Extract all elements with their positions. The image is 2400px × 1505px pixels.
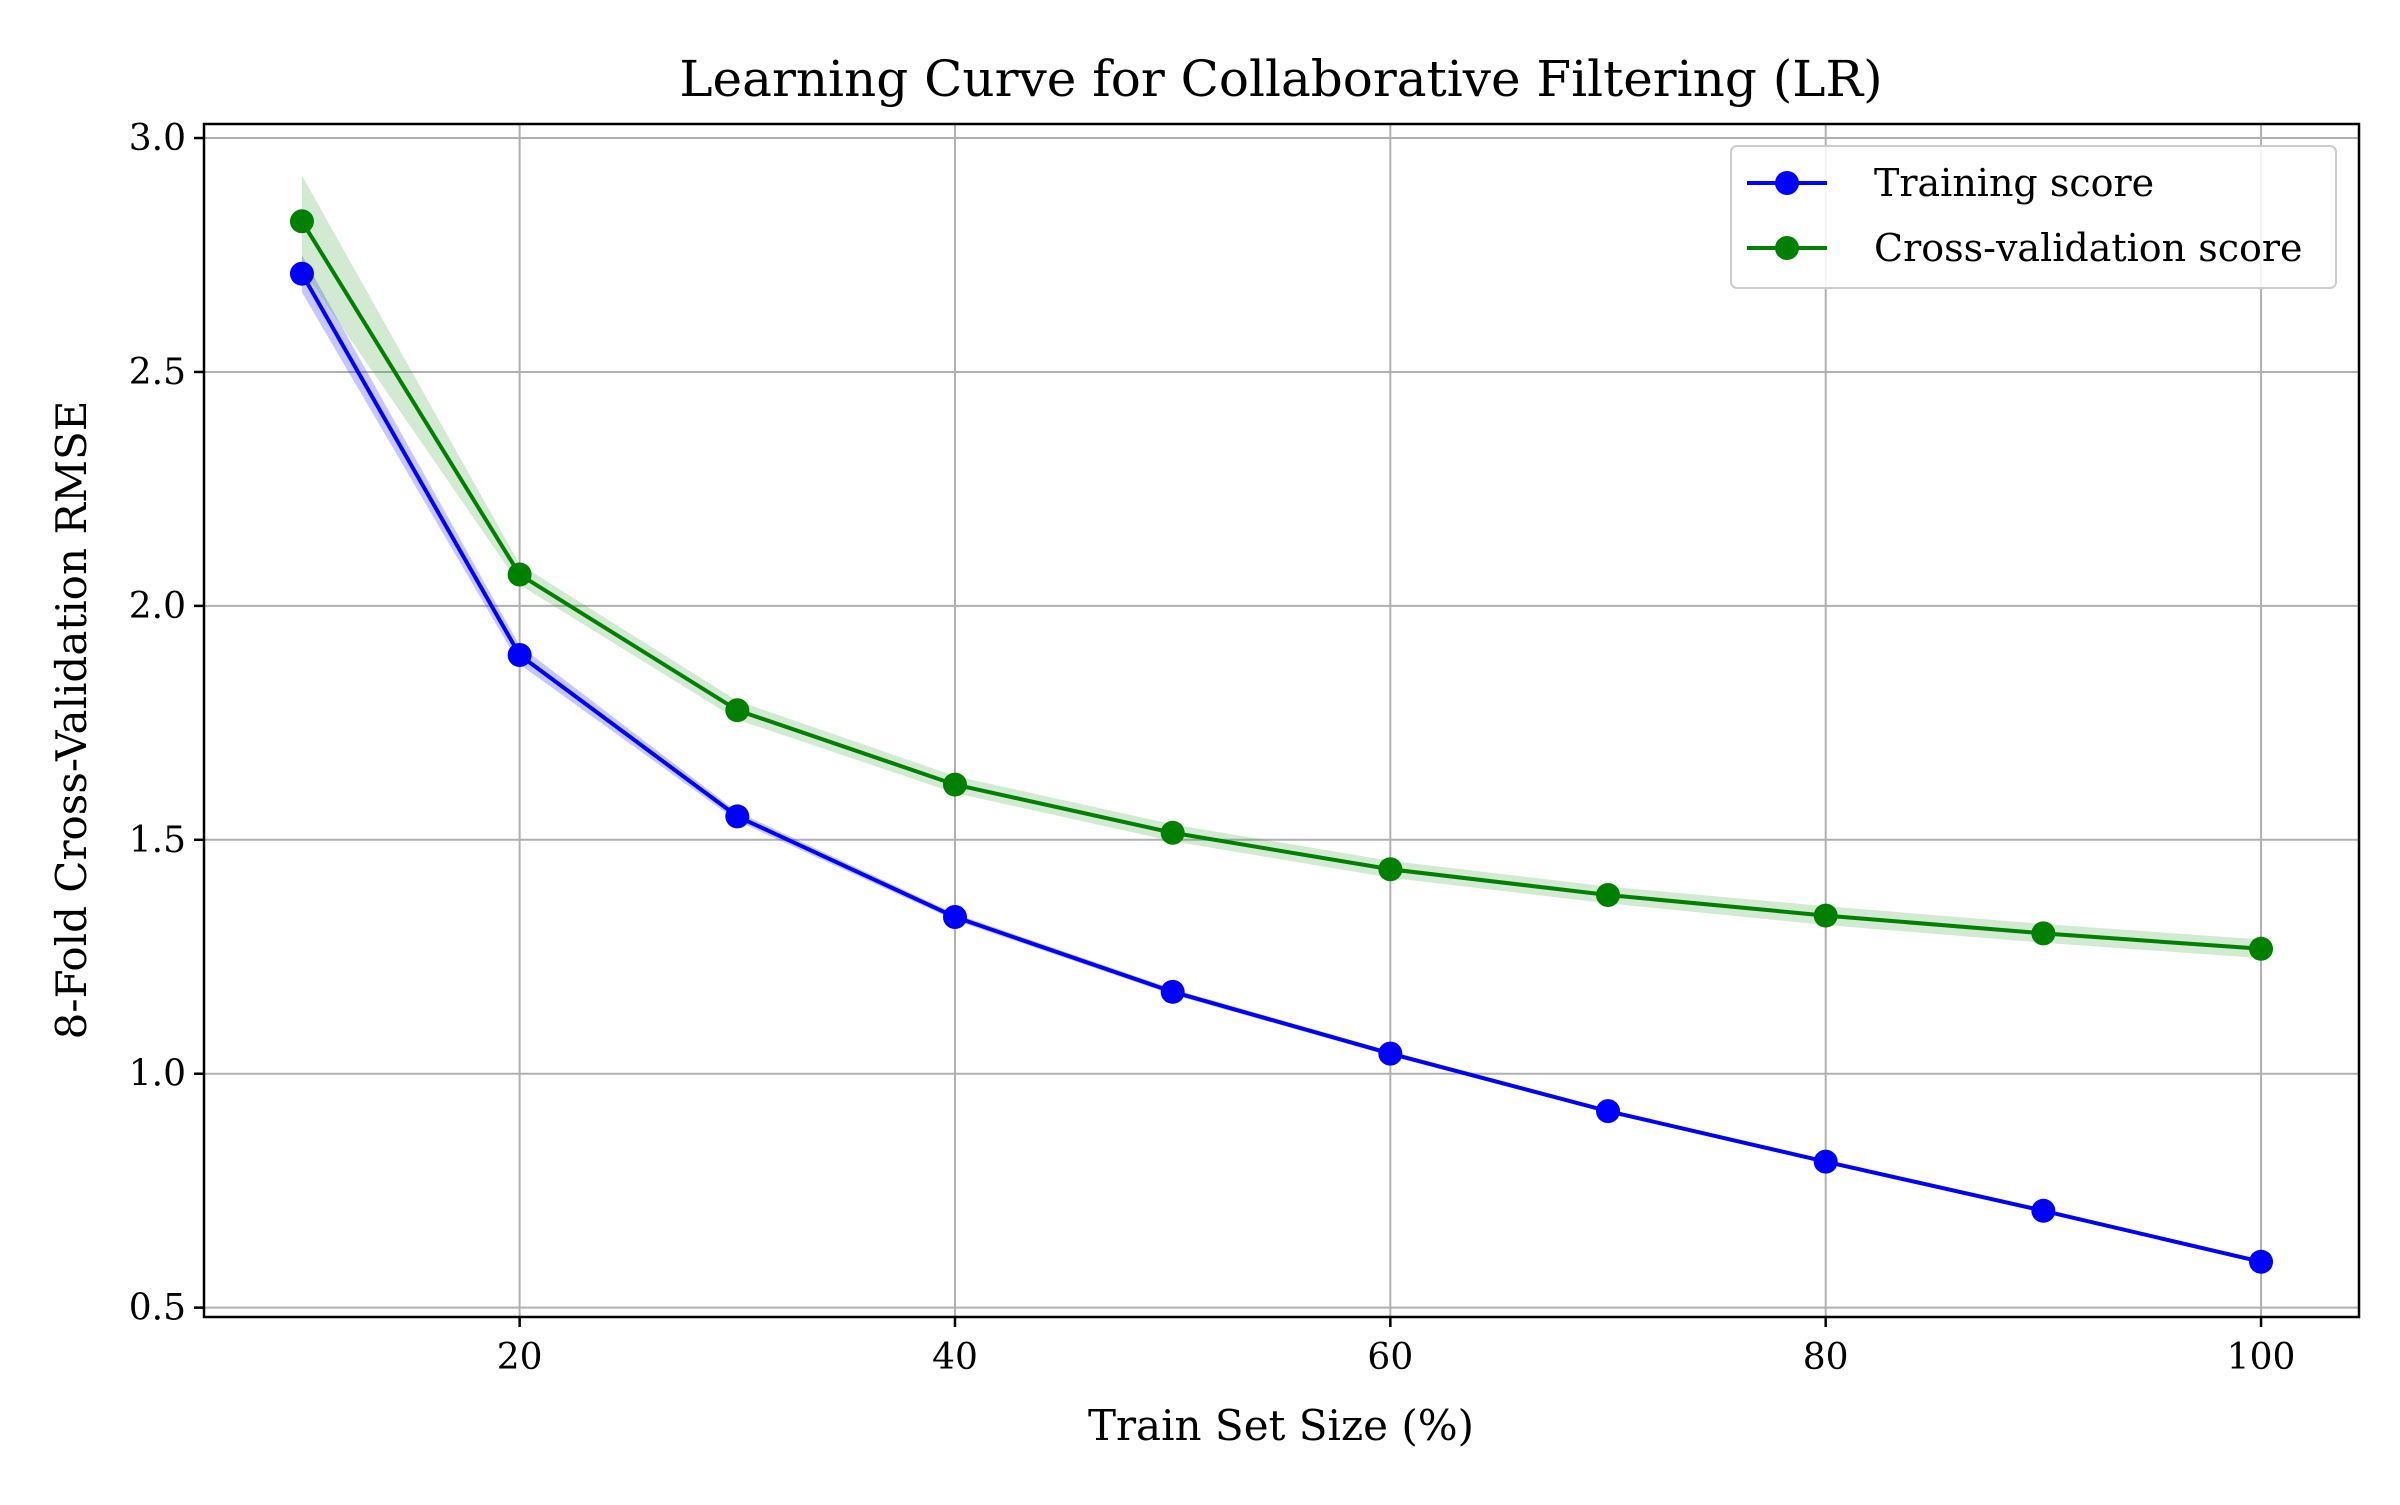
cross-validation-score-point bbox=[507, 562, 532, 587]
y-tick-label: 3.0 bbox=[129, 118, 186, 159]
cross-validation-score-point bbox=[2031, 921, 2056, 946]
training-score-point bbox=[725, 804, 750, 829]
cross-validation-score-point bbox=[1813, 903, 1838, 928]
y-tick-label: 2.5 bbox=[129, 352, 186, 393]
axis-ticks: 20 40 60 80 100 0.5 1.0 1.5 2.0 2.5 3.0 bbox=[129, 118, 2296, 1378]
training-score-point bbox=[942, 904, 967, 929]
plot-area-frame bbox=[202, 122, 2361, 1319]
y-tick-label: 1.5 bbox=[129, 820, 186, 861]
error-bands bbox=[301, 175, 2262, 1264]
cross-validation-score-point bbox=[1596, 883, 1621, 908]
training-score-point bbox=[507, 643, 532, 668]
training-score-point bbox=[1378, 1041, 1403, 1066]
x-tick-label: 100 bbox=[2227, 1337, 2296, 1378]
training-score-point bbox=[289, 261, 314, 286]
training-score-line bbox=[300, 272, 2262, 1264]
training-score-point bbox=[2031, 1198, 2056, 1223]
x-tick-label: 40 bbox=[932, 1337, 978, 1378]
training-score-point bbox=[2249, 1249, 2274, 1274]
series-lines bbox=[300, 220, 2262, 1264]
y-tick-label: 0.5 bbox=[129, 1288, 186, 1329]
cross-validation-score-point bbox=[1378, 857, 1403, 882]
grid bbox=[204, 124, 2359, 1317]
legend-cross-validation-label: Cross-validation score bbox=[1874, 226, 2303, 270]
y-tick-label: 1.0 bbox=[129, 1054, 186, 1095]
legend-training-marker bbox=[1775, 171, 1799, 195]
training-score-band bbox=[301, 254, 2262, 1264]
chart-title: Learning Curve for Collaborative Filteri… bbox=[679, 50, 1882, 108]
x-tick-label: 20 bbox=[497, 1337, 543, 1378]
y-tick-label: 2.0 bbox=[129, 586, 186, 627]
series-points bbox=[289, 209, 2274, 1274]
y-axis-label: 8-Fold Cross-Validation RMSE bbox=[47, 401, 96, 1040]
legend: Training score Cross-validation score bbox=[1730, 145, 2337, 289]
cross-validation-score-line bbox=[300, 220, 2262, 951]
cross-validation-score-point bbox=[289, 209, 314, 234]
legend-box bbox=[1730, 145, 2337, 289]
training-score-point bbox=[1596, 1099, 1621, 1124]
cross-validation-score-point bbox=[1160, 820, 1185, 845]
training-score-point bbox=[1813, 1149, 1838, 1174]
cross-validation-score-point bbox=[942, 772, 967, 797]
legend-cross-validation-marker bbox=[1775, 236, 1799, 260]
cross-validation-score-point bbox=[2249, 936, 2274, 961]
x-tick-label: 80 bbox=[1803, 1337, 1849, 1378]
x-tick-label: 60 bbox=[1367, 1337, 1413, 1378]
x-axis-label: Train Set Size (%) bbox=[1088, 1401, 1474, 1450]
legend-training-label: Training score bbox=[1874, 161, 2154, 205]
training-score-point bbox=[1160, 979, 1185, 1004]
cross-validation-score-point bbox=[725, 698, 750, 723]
